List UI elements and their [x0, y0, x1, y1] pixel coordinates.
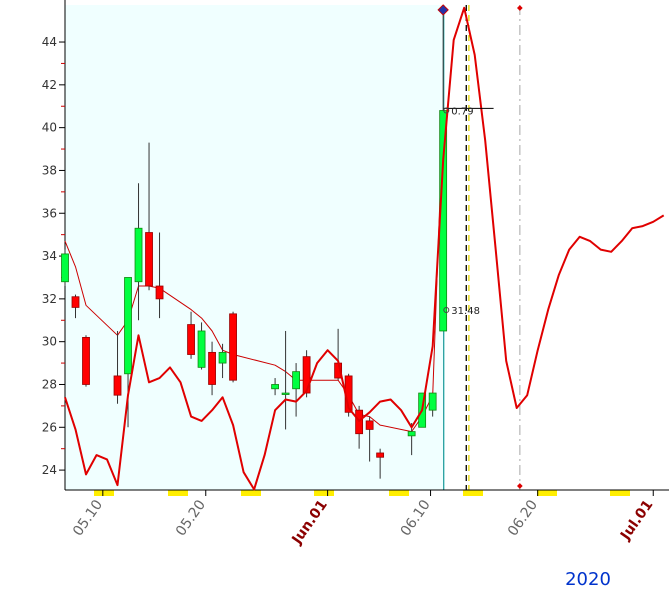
- candle-body: [407, 431, 416, 437]
- candle-body: [82, 336, 90, 385]
- candle-body: [355, 409, 364, 435]
- candle-body: [61, 253, 69, 283]
- weekend-marker: [168, 490, 188, 496]
- candle-body: [428, 392, 437, 411]
- weekend-marker: [94, 490, 114, 496]
- weekend-marker: [314, 490, 334, 496]
- y-tick-label: 42: [42, 78, 57, 92]
- candle-body: [145, 232, 153, 287]
- y-tick-label: 32: [42, 292, 57, 306]
- candle-body: [155, 285, 164, 300]
- line-series: [64, 6, 665, 491]
- y-tick-label: 26: [42, 420, 57, 434]
- candle-body: [229, 313, 237, 381]
- x-tick-label: Jul.01: [617, 497, 656, 544]
- weekend-marker: [537, 490, 557, 496]
- weekend-marker: [241, 490, 261, 496]
- candle-body: [124, 277, 132, 375]
- y-tick-label: 34: [42, 249, 57, 263]
- annotation-label: 31.48: [451, 306, 480, 317]
- weekend-marker: [389, 490, 409, 496]
- candle-body: [71, 296, 80, 308]
- y-tick-label: 36: [42, 206, 57, 220]
- y-tick-label: 30: [42, 335, 57, 349]
- weekend-marker: [463, 490, 483, 496]
- year-label: 2020: [565, 569, 611, 589]
- candle-body: [376, 452, 385, 458]
- candle-body: [208, 351, 216, 385]
- top-diamond: [437, 4, 449, 16]
- candle-body: [365, 420, 374, 430]
- weekend-marker: [610, 490, 630, 496]
- x-tick-label: 06.10: [398, 497, 434, 539]
- y-tick-label: 28: [42, 377, 57, 391]
- marker-dot: [517, 5, 523, 11]
- candle-body: [302, 356, 311, 394]
- y-tick-label: 38: [42, 163, 57, 177]
- y-tick-label: 40: [42, 121, 57, 135]
- candle-body: [187, 324, 195, 355]
- candle-body: [197, 330, 206, 368]
- annotation-point: [443, 306, 450, 313]
- candle-body: [113, 375, 122, 396]
- annotation-label: 0.79: [451, 107, 473, 118]
- candle-body: [281, 392, 290, 395]
- candle-body: [134, 227, 143, 283]
- y-tick-label: 24: [42, 463, 57, 477]
- marker-dot: [517, 483, 523, 489]
- y-tick-label: 44: [42, 35, 57, 49]
- weekend-markers: [94, 490, 630, 496]
- candle-body: [271, 384, 279, 390]
- x-tick-label: Jun.01: [289, 497, 331, 548]
- candle-body: [218, 351, 227, 364]
- annotation-point: [443, 107, 450, 114]
- candle-body: [292, 371, 300, 390]
- x-tick-label: 06.20: [505, 497, 541, 539]
- x-tick-label: 05.20: [173, 497, 209, 539]
- x-tick-label: 05.10: [70, 497, 106, 539]
- plot-background: [65, 5, 445, 490]
